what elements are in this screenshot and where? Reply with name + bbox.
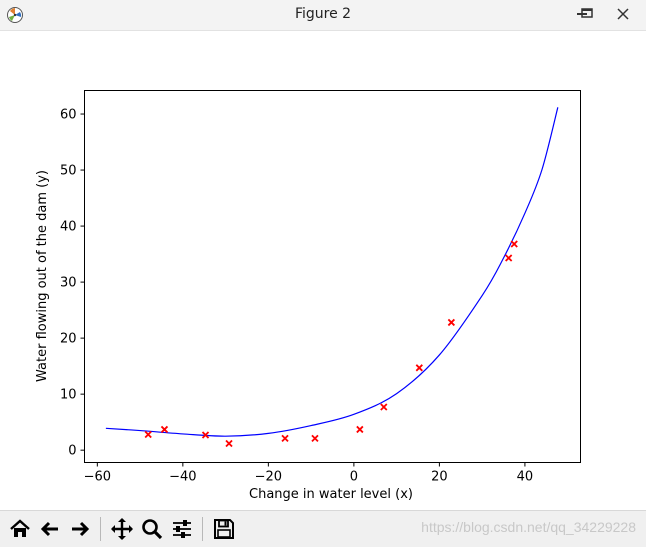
data-point-marker	[225, 439, 233, 448]
watermark-text: https://blog.csdn.net/qq_34229228	[421, 519, 636, 535]
home-icon	[10, 519, 30, 537]
x-tick-label: −20	[255, 470, 282, 485]
data-point-marker	[380, 403, 388, 411]
arrow-right-icon	[72, 521, 90, 537]
home-button[interactable]	[6, 515, 34, 543]
y-axis-label: Water flowing out of the dam (y)	[35, 170, 50, 382]
navigation-toolbar: https://blog.csdn.net/qq_34229228	[0, 510, 646, 547]
x-axis: −60 −40 −20 0 20 40	[84, 462, 534, 485]
fitted-curve	[105, 107, 559, 437]
y-tick-label: 10	[60, 388, 77, 403]
x-tick-label: 20	[431, 470, 448, 485]
magnifier-icon	[142, 519, 163, 540]
series-layer	[105, 107, 559, 448]
move-icon	[111, 518, 133, 540]
x-tick-label: −60	[84, 470, 111, 485]
data-point-marker	[356, 425, 364, 434]
data-point-marker	[510, 240, 518, 248]
data-point-marker	[505, 254, 513, 262]
chart-svg: −60 −40 −20 0 20 40 0 10 20 30 40 50 60 Change in w…	[35, 90, 581, 502]
toolbar-separator	[202, 517, 203, 541]
y-axis: 0 10 20 30 40 50 60	[60, 108, 85, 459]
configure-subplots-button[interactable]	[168, 515, 196, 543]
y-tick-label: 50	[60, 164, 77, 179]
matplotlib-app-icon[interactable]	[6, 6, 24, 24]
back-button[interactable]	[36, 515, 64, 543]
maximize-button[interactable]	[577, 3, 597, 25]
data-point-marker	[281, 434, 289, 443]
toolbar-separator	[100, 517, 101, 541]
arrow-left-icon	[40, 521, 58, 537]
x-axis-label: Change in water level (x)	[249, 487, 413, 502]
y-tick-label: 0	[68, 444, 76, 459]
data-point-marker	[144, 430, 152, 439]
title-bar: Figure 2	[0, 0, 646, 31]
x-tick-label: 40	[517, 470, 534, 485]
sliders-icon	[173, 520, 191, 538]
floppy-disk-icon	[214, 519, 234, 539]
data-point-marker	[447, 318, 456, 327]
data-point-marker	[160, 425, 169, 434]
data-point-marker	[311, 434, 319, 443]
y-tick-label: 60	[60, 108, 77, 123]
x-tick-label: −40	[169, 470, 196, 485]
forward-button[interactable]	[66, 515, 94, 543]
x-tick-label: 0	[350, 470, 358, 485]
close-button[interactable]	[610, 3, 636, 25]
y-tick-label: 20	[60, 332, 77, 347]
y-tick-label: 40	[60, 220, 77, 235]
window-title: Figure 2	[294, 6, 352, 22]
figure-canvas[interactable]: −60 −40 −20 0 20 40 0 10 20 30 40 50 60 Change in w…	[0, 31, 646, 510]
data-point-marker	[415, 364, 423, 372]
zoom-button[interactable]	[138, 515, 166, 543]
save-button[interactable]	[210, 515, 238, 543]
y-tick-label: 30	[60, 276, 77, 291]
data-point-marker	[201, 431, 210, 439]
pan-button[interactable]	[108, 515, 136, 543]
plot-area-frame	[84, 90, 581, 463]
